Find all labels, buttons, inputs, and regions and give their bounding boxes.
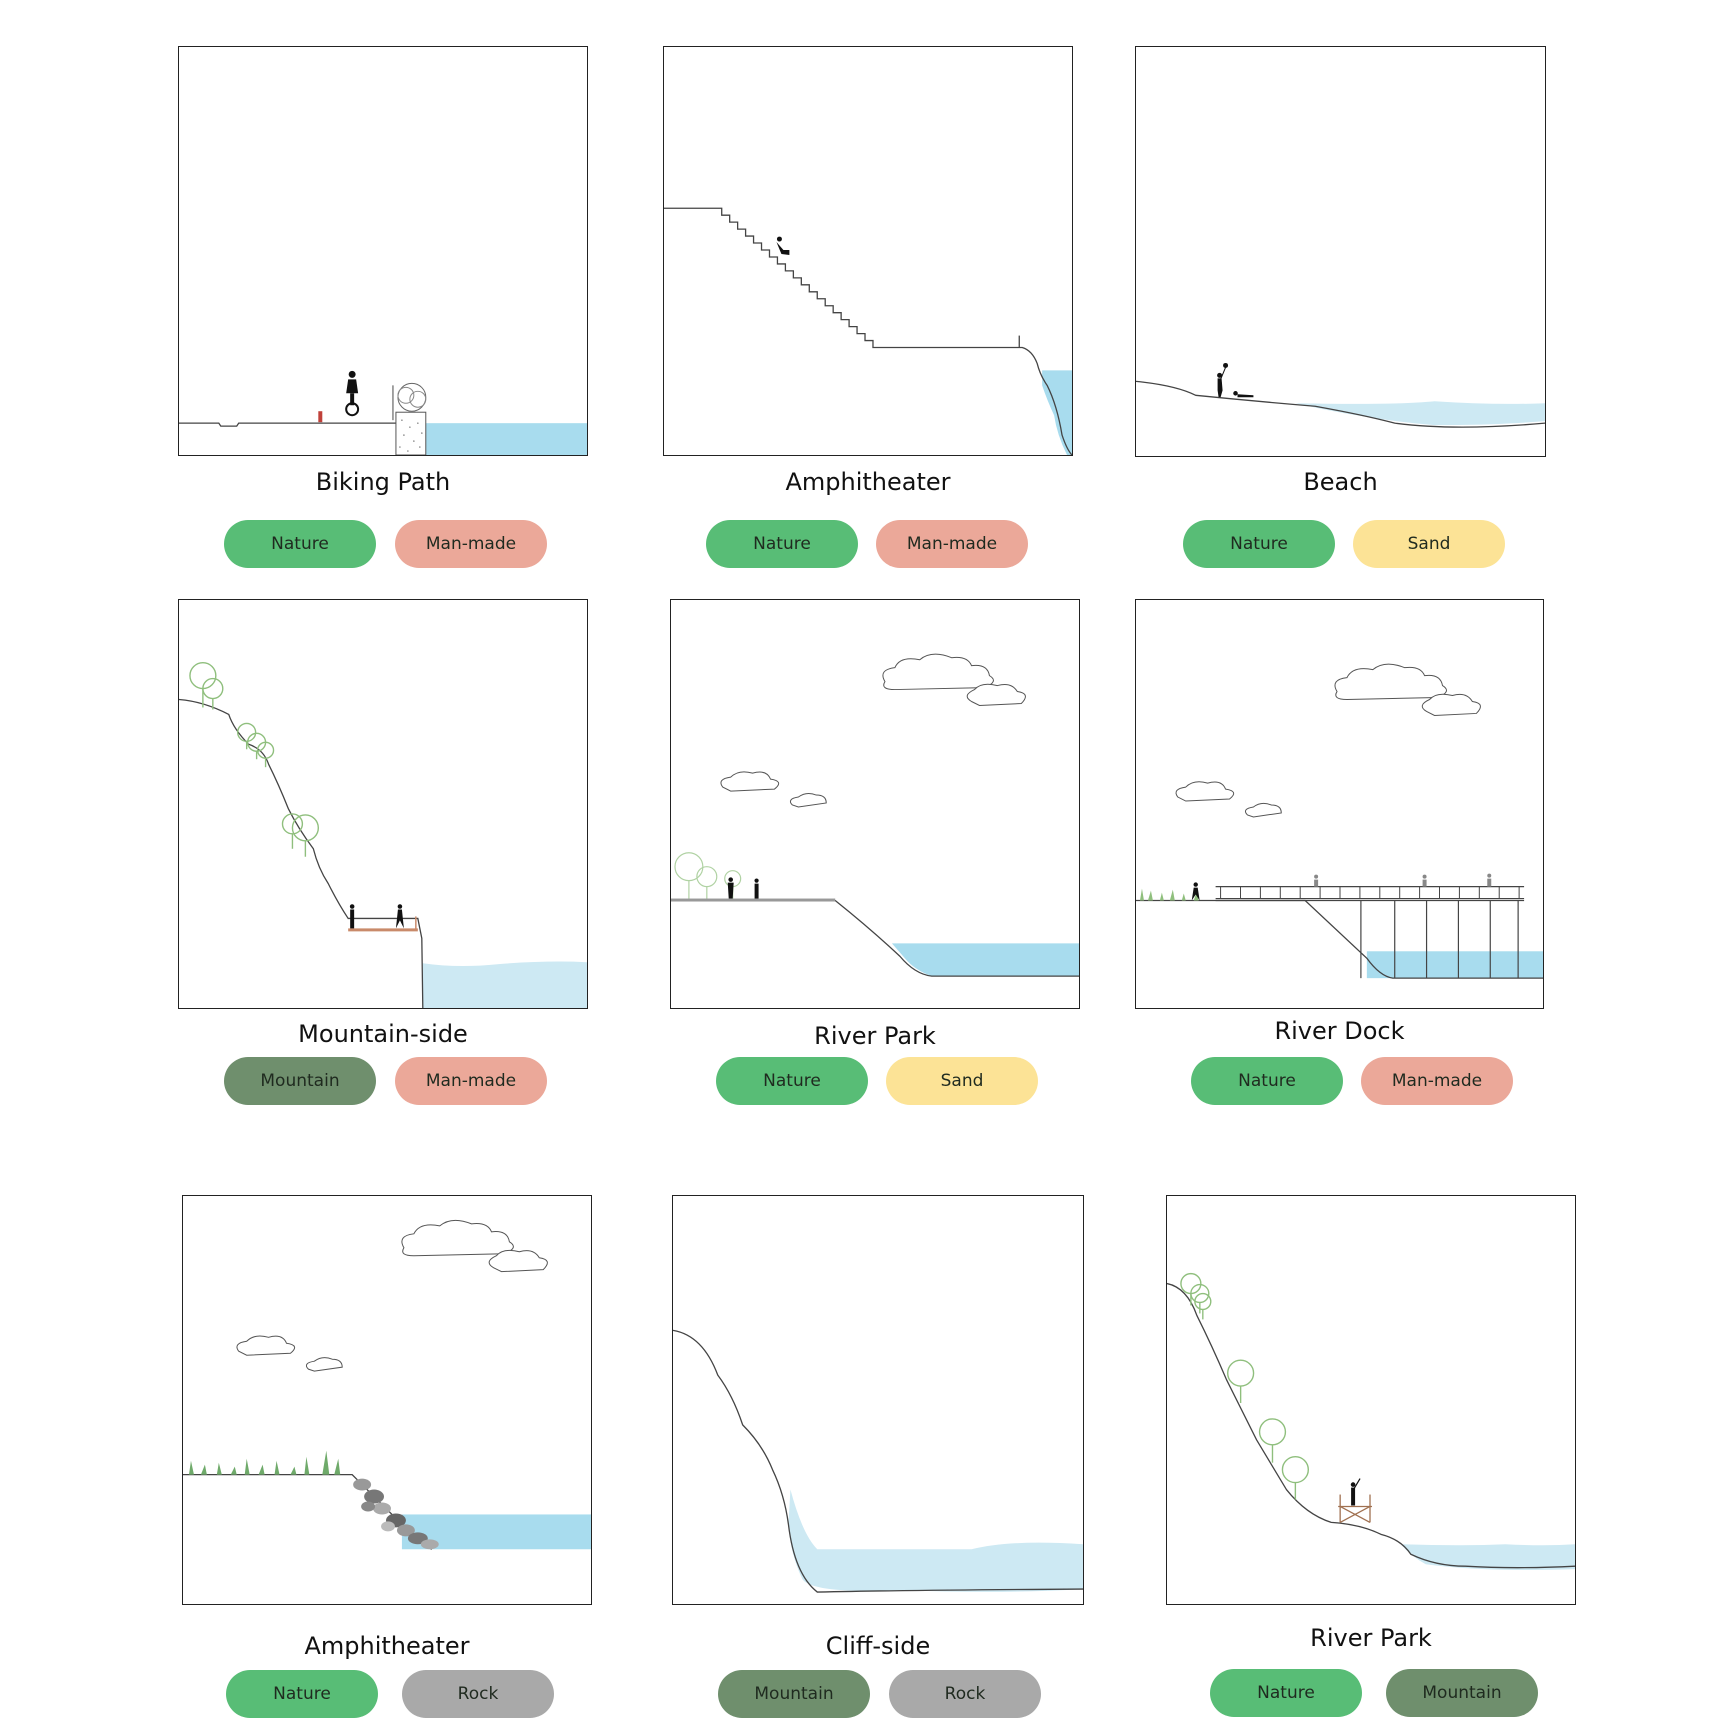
tag-man-made[interactable]: Man-made bbox=[395, 1057, 547, 1105]
tag-nature[interactable]: Nature bbox=[1183, 520, 1335, 568]
beach-drawing bbox=[1136, 362, 1545, 428]
distant-person-icon bbox=[1314, 873, 1492, 887]
scene-illustration bbox=[663, 46, 1073, 456]
cloud-icon bbox=[1175, 663, 1481, 818]
hiker-icon bbox=[349, 904, 404, 929]
rock-icon bbox=[353, 1478, 439, 1550]
ground-line bbox=[179, 422, 426, 427]
cliff-side-drawing bbox=[673, 1329, 1083, 1593]
vegetation-icon bbox=[188, 1450, 341, 1475]
water bbox=[1400, 1544, 1575, 1570]
scene-illustration bbox=[178, 46, 588, 456]
water bbox=[425, 423, 587, 455]
slope bbox=[1167, 1282, 1575, 1569]
water bbox=[891, 943, 1079, 977]
lying-person-icon bbox=[1233, 391, 1254, 398]
cloud-icon bbox=[236, 1219, 548, 1372]
shoreline bbox=[1136, 380, 1545, 428]
scene-illustration bbox=[1135, 599, 1544, 1009]
tree-icon bbox=[189, 661, 320, 857]
water bbox=[1295, 401, 1545, 426]
riverbank bbox=[1136, 899, 1543, 979]
shrub-icon bbox=[397, 382, 427, 412]
tag-sand[interactable]: Sand bbox=[1353, 520, 1505, 568]
ground-line bbox=[183, 1473, 433, 1550]
tag-rock[interactable]: Rock bbox=[402, 1670, 554, 1718]
dock-structure bbox=[1215, 885, 1525, 979]
seated-person-icon bbox=[776, 236, 790, 255]
scene-title: Amphitheater bbox=[304, 1632, 470, 1660]
scene-illustration bbox=[1166, 1195, 1576, 1605]
scene-title: River Park bbox=[814, 1022, 936, 1050]
cyclist-icon bbox=[345, 370, 360, 417]
tag-man-made[interactable]: Man-made bbox=[1361, 1057, 1513, 1105]
tag-nature[interactable]: Nature bbox=[706, 520, 858, 568]
tree-icon bbox=[674, 852, 742, 899]
scene-title: River Park bbox=[1310, 1624, 1432, 1652]
scene-illustration bbox=[182, 1195, 592, 1605]
tag-man-made[interactable]: Man-made bbox=[876, 520, 1028, 568]
scene-title: Amphitheater bbox=[785, 468, 951, 496]
river-park-mountain-drawing bbox=[1167, 1272, 1575, 1570]
dock-railing bbox=[1220, 886, 1520, 899]
person-icon bbox=[1350, 1478, 1361, 1506]
amphitheater-drawing bbox=[664, 207, 1072, 455]
river-dock-drawing bbox=[1136, 663, 1543, 979]
tag-sand[interactable]: Sand bbox=[886, 1057, 1038, 1105]
bollard bbox=[318, 411, 323, 423]
cloud-icon bbox=[720, 653, 1026, 808]
scene-illustration bbox=[1135, 46, 1546, 457]
amphitheater-rock-drawing bbox=[183, 1219, 591, 1550]
promenade bbox=[671, 898, 836, 902]
tag-mountain[interactable]: Mountain bbox=[224, 1057, 376, 1105]
tag-nature[interactable]: Nature bbox=[716, 1057, 868, 1105]
tag-nature[interactable]: Nature bbox=[1210, 1669, 1362, 1717]
tag-rock[interactable]: Rock bbox=[889, 1670, 1041, 1718]
biking-path-drawing bbox=[179, 370, 587, 455]
tag-man-made[interactable]: Man-made bbox=[395, 520, 547, 568]
river-park-drawing bbox=[671, 653, 1079, 977]
tree-icon bbox=[1180, 1272, 1310, 1500]
seawall-texture bbox=[399, 419, 423, 452]
boardwalk bbox=[348, 928, 418, 932]
tag-mountain[interactable]: Mountain bbox=[718, 1670, 870, 1718]
tag-mountain[interactable]: Mountain bbox=[1386, 1669, 1538, 1717]
tag-nature[interactable]: Nature bbox=[224, 520, 376, 568]
water bbox=[788, 1489, 1083, 1592]
scene-title: Biking Path bbox=[315, 468, 451, 496]
seawall bbox=[395, 411, 427, 455]
tag-nature[interactable]: Nature bbox=[1191, 1057, 1343, 1105]
scene-illustration bbox=[178, 599, 588, 1009]
slope bbox=[179, 698, 424, 1008]
water bbox=[1366, 951, 1543, 979]
grass-icon bbox=[1139, 888, 1199, 901]
person-with-balloon-icon bbox=[1217, 362, 1229, 398]
riverbank bbox=[671, 899, 1079, 977]
water bbox=[422, 961, 587, 1008]
person-icon bbox=[727, 877, 759, 899]
cliff-edge bbox=[673, 1329, 1083, 1593]
stepped-terrace bbox=[664, 207, 1072, 455]
scene-title: Mountain-side bbox=[298, 1020, 468, 1048]
scene-title: Cliff-side bbox=[825, 1632, 931, 1660]
scene-title: River Dock bbox=[1274, 1017, 1405, 1045]
scene-title: Beach bbox=[1303, 468, 1378, 496]
lookout-platform bbox=[1338, 1494, 1372, 1523]
scene-illustration bbox=[672, 1195, 1084, 1605]
person-icon bbox=[1191, 882, 1200, 901]
scene-illustration bbox=[670, 599, 1080, 1009]
mountain-side-drawing bbox=[179, 661, 587, 1008]
tag-nature[interactable]: Nature bbox=[226, 1670, 378, 1718]
